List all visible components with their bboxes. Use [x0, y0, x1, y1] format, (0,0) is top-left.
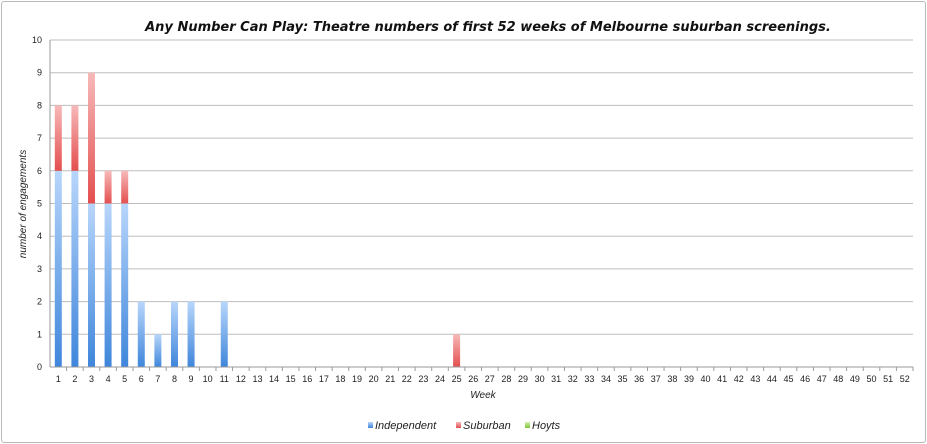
- legend-label-suburban: Suburban: [463, 420, 511, 432]
- x-axis-label: Week: [470, 390, 496, 401]
- x-tick-32: 32: [568, 374, 578, 384]
- x-tick-38: 38: [667, 374, 677, 384]
- x-tick-46: 46: [800, 374, 810, 384]
- x-tick-8: 8: [172, 374, 177, 384]
- x-tick-36: 36: [634, 374, 644, 384]
- bar-independent-week-7: [154, 334, 162, 367]
- x-tick-23: 23: [418, 374, 428, 384]
- x-tick-10: 10: [203, 374, 213, 384]
- x-tick-35: 35: [618, 374, 628, 384]
- x-tick-14: 14: [269, 374, 279, 384]
- x-tick-15: 15: [286, 374, 296, 384]
- x-tick-50: 50: [867, 374, 877, 384]
- legend-swatch-suburban: [456, 422, 461, 428]
- y-tick-2: 2: [37, 297, 42, 307]
- x-tick-5: 5: [122, 374, 127, 384]
- x-tick-6: 6: [139, 374, 144, 384]
- x-tick-52: 52: [900, 374, 910, 384]
- y-tick-10: 10: [32, 35, 42, 45]
- x-tick-44: 44: [767, 374, 777, 384]
- x-tick-37: 37: [651, 374, 661, 384]
- x-tick-49: 49: [850, 374, 860, 384]
- bar-suburban-week-2: [71, 105, 79, 171]
- bar-suburban-week-5: [121, 170, 129, 204]
- x-tick-41: 41: [717, 374, 727, 384]
- x-tick-1: 1: [56, 374, 61, 384]
- y-tick-3: 3: [37, 264, 42, 274]
- x-tick-40: 40: [701, 374, 711, 384]
- bars: [54, 72, 461, 367]
- y-tick-labels: 0 1 2 3 4 5 6 7 8 9 10: [32, 35, 42, 372]
- gridlines: [50, 39, 913, 368]
- x-tick-11: 11: [220, 374, 229, 384]
- bar-independent-week-6: [137, 301, 145, 367]
- y-tick-7: 7: [37, 133, 42, 143]
- chart-title: Any Number Can Play: Theatre numbers of …: [144, 20, 831, 35]
- y-tick-0: 0: [37, 362, 42, 372]
- x-tick-3: 3: [89, 374, 94, 384]
- x-tick-9: 9: [189, 374, 194, 384]
- x-tick-47: 47: [817, 374, 827, 384]
- x-tick-34: 34: [601, 374, 611, 384]
- x-tick-12: 12: [236, 374, 246, 384]
- x-tick-25: 25: [452, 374, 462, 384]
- legend-swatch-hoyts: [525, 422, 530, 428]
- bar-independent-week-4: [104, 203, 112, 367]
- x-tick-26: 26: [468, 374, 478, 384]
- x-tick-43: 43: [750, 374, 760, 384]
- legend-swatch-independent: [368, 422, 373, 428]
- x-tick-labels: 1 2 3 4 5 6 7 8 9 10 11 12 13 14 15 16 17 18 19 20 21 22 23 24 2…: [56, 374, 910, 384]
- bar-suburban-week-1: [54, 105, 62, 171]
- y-tick-5: 5: [37, 199, 42, 209]
- x-tick-48: 48: [833, 374, 843, 384]
- x-tick-39: 39: [684, 374, 694, 384]
- y-tick-4: 4: [37, 231, 42, 241]
- y-tick-8: 8: [37, 100, 42, 110]
- x-tick-33: 33: [584, 374, 594, 384]
- bar-independent-week-2: [71, 170, 79, 367]
- legend: Independent Suburban Hoyts: [368, 420, 561, 432]
- x-tick-28: 28: [501, 374, 511, 384]
- x-tick-45: 45: [784, 374, 794, 384]
- x-tick-21: 21: [385, 374, 395, 384]
- bar-independent-week-8: [170, 301, 178, 367]
- bar-independent-week-3: [87, 203, 95, 367]
- bar-independent-week-11: [220, 301, 228, 367]
- x-tick-18: 18: [335, 374, 345, 384]
- bar-suburban-week-3: [87, 72, 95, 204]
- x-tick-4: 4: [106, 374, 111, 384]
- x-tick-51: 51: [883, 374, 893, 384]
- y-tick-6: 6: [37, 166, 42, 176]
- x-tick-29: 29: [518, 374, 528, 384]
- x-tick-42: 42: [734, 374, 744, 384]
- y-axis-label: number of engagements: [18, 150, 29, 258]
- bar-independent-week-5: [121, 203, 129, 367]
- x-tick-17: 17: [319, 374, 329, 384]
- x-tick-2: 2: [72, 374, 77, 384]
- bar-suburban-week-4: [104, 170, 112, 204]
- x-tick-19: 19: [352, 374, 362, 384]
- y-tick-1: 1: [37, 329, 42, 339]
- y-tick-9: 9: [37, 68, 42, 78]
- x-tick-27: 27: [485, 374, 495, 384]
- x-tick-16: 16: [302, 374, 312, 384]
- legend-label-hoyts: Hoyts: [532, 420, 561, 432]
- legend-label-independent: Independent: [375, 420, 437, 432]
- x-tick-7: 7: [155, 374, 160, 384]
- bar-independent-week-9: [187, 301, 195, 367]
- x-tick-22: 22: [402, 374, 412, 384]
- bar-independent-week-1: [54, 170, 62, 367]
- bar-suburban-week-25: [453, 334, 461, 367]
- x-tick-24: 24: [435, 374, 445, 384]
- x-tick-30: 30: [535, 374, 545, 384]
- x-tick-31: 31: [551, 374, 561, 384]
- axes: [49, 40, 914, 371]
- x-tick-20: 20: [369, 374, 379, 384]
- x-tick-13: 13: [252, 374, 262, 384]
